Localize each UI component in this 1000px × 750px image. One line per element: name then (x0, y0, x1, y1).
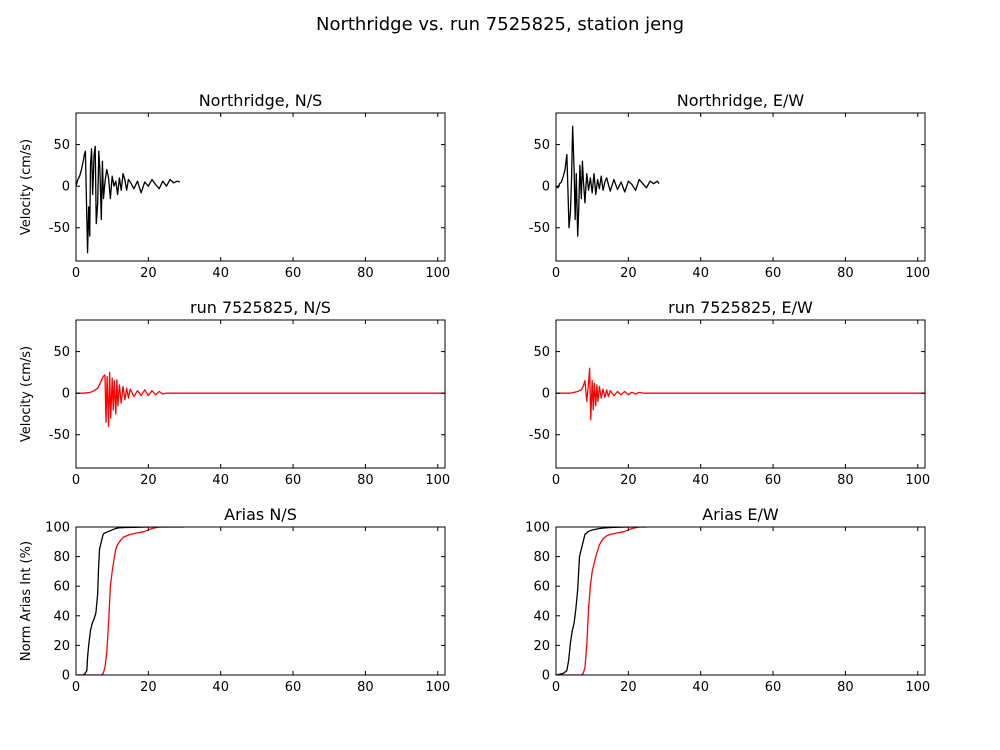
plot-frame (555, 526, 926, 676)
subplot-5: 0 20 40 60 80 100 0 20 40 60 80 100 Arias N/S Norm Ar… (19, 505, 450, 695)
y-tick-label: 0 (542, 180, 550, 195)
x-tick-label: 100 (905, 266, 930, 281)
subplot-grid: 0 20 40 60 80 100 -50 0 50 Northridge, N/S Velocit… (19, 91, 930, 695)
y-tick-label: -50 (529, 221, 550, 236)
subplot-title: Arias N/S (224, 505, 297, 524)
y-tick-label: 50 (53, 345, 70, 360)
y-tick-label: 40 (533, 609, 550, 624)
y-tick-label: 20 (53, 639, 70, 654)
y-tick-label: 0 (62, 387, 70, 402)
y-tick-label: 0 (542, 387, 550, 402)
y-tick-label: 60 (533, 580, 550, 595)
subplot-1: 0 20 40 60 80 100 -50 0 50 Northridge, N/S Velocit… (19, 91, 450, 281)
subplot-title: Arias E/W (702, 505, 779, 524)
x-tick-label: 20 (620, 473, 637, 488)
x-tick-label: 80 (837, 473, 854, 488)
y-axis-label: Norm Arias Int (%) (19, 541, 34, 661)
y-tick-label: 40 (53, 609, 70, 624)
plot-frame (75, 319, 446, 469)
x-tick-label: 60 (765, 680, 782, 695)
x-tick-label: 60 (285, 680, 302, 695)
x-tick-label: 80 (357, 266, 374, 281)
y-tick-label: 80 (533, 550, 550, 565)
subplot-title: Northridge, E/W (677, 91, 805, 110)
y-tick-label: 60 (53, 580, 70, 595)
subplot-4: 0 20 40 60 80 100 -50 0 50 run 7525825, E/W (529, 298, 930, 488)
y-tick-label: 20 (533, 639, 550, 654)
x-tick-label: 100 (425, 473, 450, 488)
y-tick-label: 50 (53, 138, 70, 153)
figure-title: Northridge vs. run 7525825, station jeng (316, 14, 684, 35)
series-line-2 (556, 527, 640, 675)
x-tick-label: 20 (140, 680, 157, 695)
subplot-title: Northridge, N/S (199, 91, 323, 110)
x-tick-label: 60 (285, 473, 302, 488)
y-tick-label: -50 (529, 428, 550, 443)
x-tick-label: 40 (692, 473, 709, 488)
plot-frame (75, 526, 446, 676)
x-tick-label: 40 (212, 473, 229, 488)
subplot-2: 0 20 40 60 80 100 -50 0 50 Northridge, E/W (529, 91, 930, 281)
subplot-title: run 7525825, E/W (668, 298, 813, 317)
x-tick-label: 100 (425, 680, 450, 695)
x-tick-label: 40 (692, 680, 709, 695)
subplot-title: run 7525825, N/S (190, 298, 331, 317)
plot-frame (555, 319, 926, 469)
x-tick-label: 20 (140, 473, 157, 488)
plot-frame (555, 112, 926, 262)
x-tick-label: 100 (425, 266, 450, 281)
x-tick-label: 60 (765, 473, 782, 488)
y-tick-label: -50 (49, 428, 70, 443)
x-tick-label: 100 (905, 473, 930, 488)
x-tick-label: 40 (212, 680, 229, 695)
y-tick-label: 0 (62, 669, 70, 684)
x-tick-label: 100 (905, 680, 930, 695)
y-tick-label: 50 (533, 345, 550, 360)
x-tick-label: 40 (212, 266, 229, 281)
x-tick-label: 60 (285, 266, 302, 281)
subplot-6: 0 20 40 60 80 100 0 20 40 60 80 100 Arias E/W (525, 505, 930, 695)
series-line-1 (556, 527, 647, 675)
x-tick-label: 0 (552, 473, 560, 488)
x-tick-label: 0 (552, 680, 560, 695)
x-tick-label: 20 (620, 680, 637, 695)
y-tick-label: 100 (525, 521, 550, 536)
x-tick-label: 80 (837, 266, 854, 281)
x-tick-label: 20 (140, 266, 157, 281)
x-tick-label: 80 (357, 473, 374, 488)
y-tick-label: 80 (53, 550, 70, 565)
y-axis-label: Velocity (cm/s) (19, 346, 34, 442)
x-tick-label: 0 (552, 266, 560, 281)
y-tick-label: -50 (49, 221, 70, 236)
x-tick-label: 0 (72, 473, 80, 488)
y-axis-label: Velocity (cm/s) (19, 139, 34, 235)
plot-frame (75, 112, 446, 262)
series-line-1 (76, 145, 181, 254)
x-tick-label: 20 (620, 266, 637, 281)
subplot-3: 0 20 40 60 80 100 -50 0 50 run 7525825, N/S Veloci… (19, 298, 450, 488)
y-tick-label: 0 (542, 669, 550, 684)
series-line-1 (556, 125, 660, 237)
x-tick-label: 80 (357, 680, 374, 695)
series-line-1 (76, 371, 445, 428)
y-tick-label: 100 (45, 521, 70, 536)
series-line-2 (76, 527, 167, 675)
y-tick-label: 0 (62, 180, 70, 195)
x-tick-label: 40 (692, 266, 709, 281)
x-tick-label: 60 (765, 266, 782, 281)
x-tick-label: 0 (72, 680, 80, 695)
x-tick-label: 0 (72, 266, 80, 281)
y-tick-label: 50 (533, 138, 550, 153)
x-tick-label: 80 (837, 680, 854, 695)
series-line-1 (556, 367, 925, 421)
